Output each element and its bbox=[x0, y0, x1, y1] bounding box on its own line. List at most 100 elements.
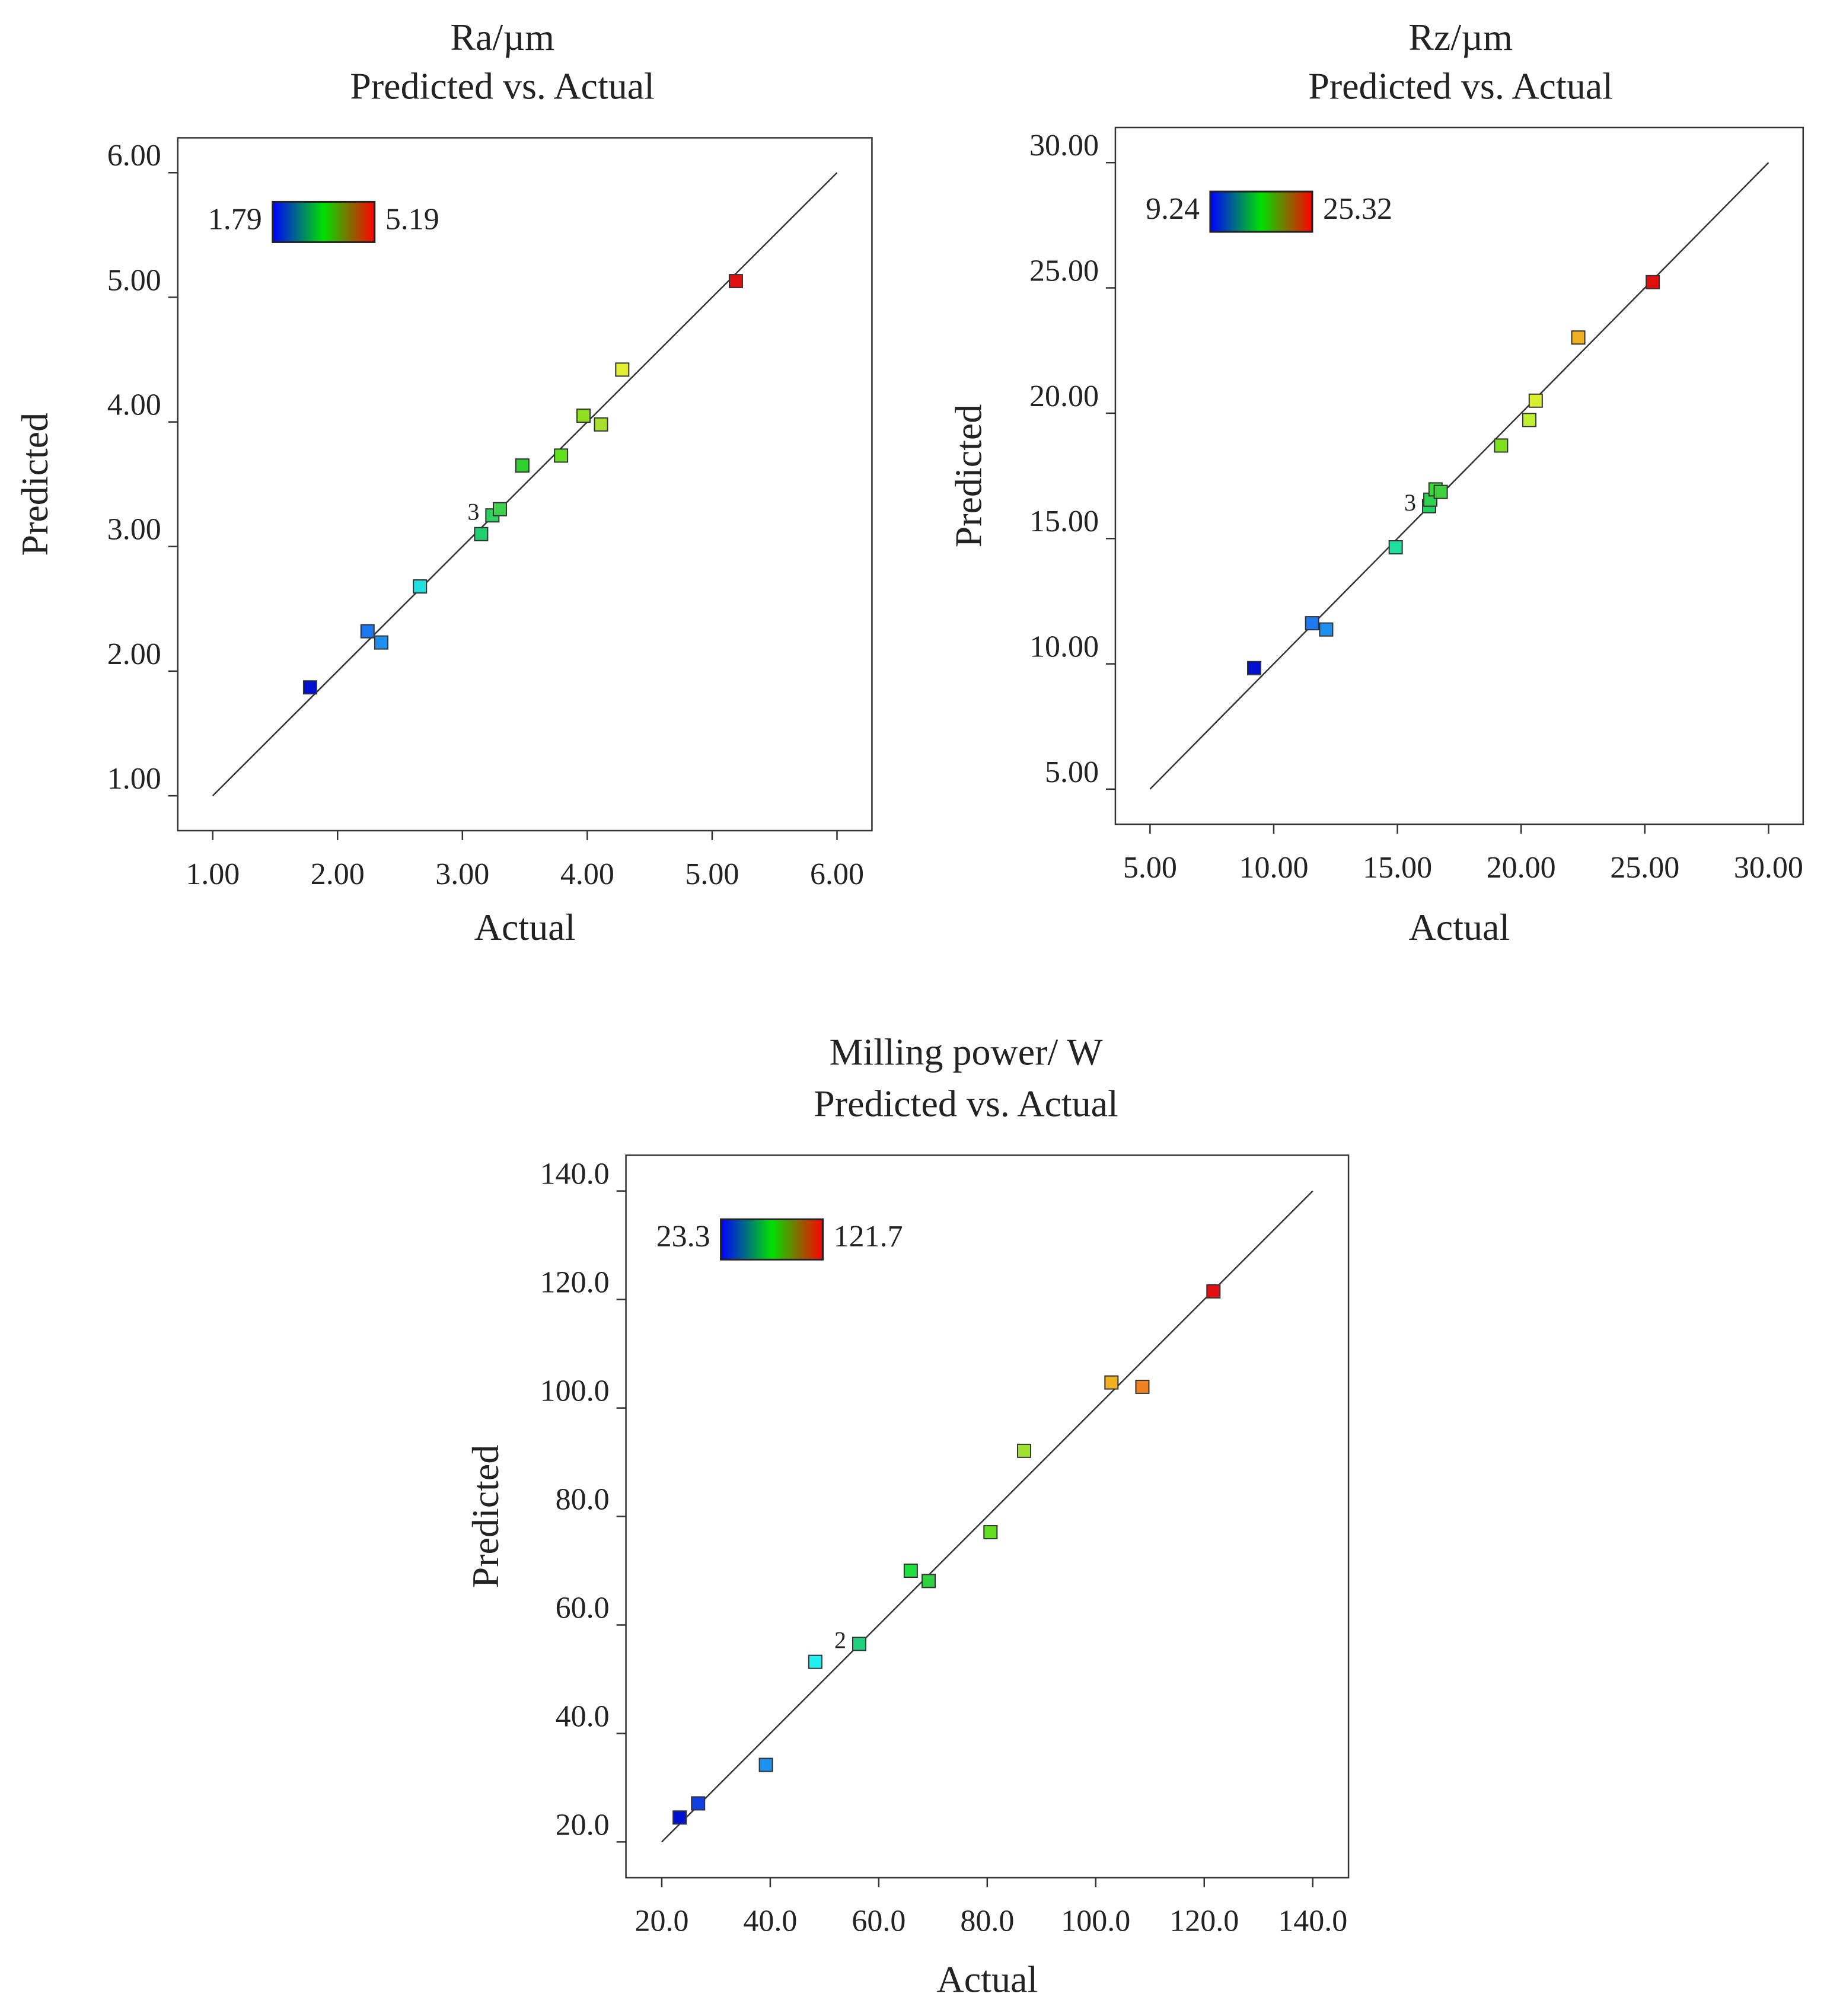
data-point bbox=[728, 274, 743, 289]
x-tick-label: 120.0 bbox=[1169, 1905, 1239, 1938]
data-point bbox=[360, 624, 375, 639]
x-tick-label: 4.00 bbox=[560, 857, 614, 891]
data-point bbox=[1522, 413, 1536, 428]
reference-line bbox=[661, 1190, 1313, 1843]
y-tick-label: 30.00 bbox=[1029, 129, 1099, 162]
x-tick-label: 15.00 bbox=[1363, 851, 1432, 885]
colorbar bbox=[1209, 190, 1313, 233]
data-point bbox=[903, 1564, 918, 1578]
x-tick-label: 5.00 bbox=[1123, 851, 1177, 885]
data-point bbox=[474, 527, 489, 541]
y-tick-label: 40.0 bbox=[556, 1699, 610, 1733]
colorbar-max-label: 121.7 bbox=[834, 1220, 903, 1253]
data-point bbox=[1646, 275, 1660, 289]
y-tick-label: 3.00 bbox=[107, 513, 161, 547]
colorbar bbox=[272, 200, 376, 243]
x-tick-label: 2.00 bbox=[311, 857, 365, 891]
colorbar-min-label: 23.3 bbox=[656, 1220, 710, 1253]
data-point bbox=[515, 458, 530, 473]
chart-title: Ra/µm bbox=[450, 16, 554, 58]
annotation: 3 bbox=[467, 498, 479, 525]
data-point bbox=[1305, 616, 1319, 631]
y-axis-label: Predicted bbox=[14, 413, 56, 556]
y-tick-label: 5.00 bbox=[1045, 755, 1099, 789]
y-tick-label: 25.00 bbox=[1029, 254, 1099, 288]
reference-line bbox=[212, 172, 838, 796]
data-point bbox=[1247, 661, 1262, 675]
data-point bbox=[1206, 1284, 1221, 1299]
y-tick-label: 80.0 bbox=[556, 1482, 610, 1516]
data-point bbox=[1494, 438, 1509, 453]
data-point bbox=[1433, 484, 1448, 499]
y-tick-label: 6.00 bbox=[107, 139, 161, 173]
data-point bbox=[758, 1757, 773, 1772]
chart-title: Predicted vs. Actual bbox=[814, 1083, 1118, 1125]
data-point bbox=[413, 579, 428, 594]
y-tick-label: 60.0 bbox=[556, 1591, 610, 1625]
data-point bbox=[492, 502, 507, 516]
x-axis-label: Actual bbox=[474, 906, 576, 948]
data-point bbox=[576, 409, 591, 423]
data-point bbox=[1104, 1375, 1119, 1390]
y-tick-label: 140.0 bbox=[540, 1157, 610, 1191]
data-point bbox=[374, 635, 388, 650]
y-tick-label: 10.00 bbox=[1029, 630, 1099, 664]
y-tick-label: 100.0 bbox=[540, 1374, 610, 1408]
chart-title: Rz/µm bbox=[1408, 16, 1513, 58]
data-point bbox=[852, 1637, 866, 1651]
y-tick-label: 1.00 bbox=[107, 762, 161, 796]
colorbar-min-label: 1.79 bbox=[208, 202, 262, 236]
x-axis-label: Actual bbox=[937, 1958, 1038, 2001]
data-point bbox=[808, 1654, 822, 1669]
x-axis-label: Actual bbox=[1409, 906, 1510, 948]
data-point bbox=[691, 1796, 706, 1811]
y-axis-label: Predicted bbox=[464, 1445, 506, 1588]
data-point bbox=[1388, 540, 1403, 555]
y-tick-label: 5.00 bbox=[107, 263, 161, 297]
y-tick-label: 4.00 bbox=[107, 388, 161, 422]
plot-area bbox=[1114, 126, 1804, 825]
x-tick-label: 25.00 bbox=[1610, 851, 1679, 885]
data-point bbox=[615, 362, 630, 377]
data-point bbox=[672, 1810, 687, 1825]
data-point bbox=[302, 680, 317, 695]
colorbar-max-label: 25.32 bbox=[1323, 192, 1392, 226]
chart-title: Predicted vs. Actual bbox=[1308, 65, 1613, 107]
data-point bbox=[1017, 1443, 1032, 1458]
y-tick-label: 20.00 bbox=[1029, 379, 1099, 413]
y-tick-label: 15.00 bbox=[1029, 505, 1099, 538]
data-point bbox=[594, 417, 608, 432]
x-tick-label: 100.0 bbox=[1061, 1905, 1130, 1938]
annotation: 2 bbox=[834, 1627, 846, 1654]
data-point bbox=[1135, 1379, 1150, 1394]
data-point bbox=[922, 1574, 936, 1588]
colorbar-max-label: 5.19 bbox=[385, 202, 439, 236]
x-tick-label: 6.00 bbox=[810, 857, 864, 891]
plot-area bbox=[177, 137, 873, 832]
x-tick-label: 60.0 bbox=[852, 1905, 905, 1938]
x-tick-label: 20.00 bbox=[1487, 851, 1556, 885]
data-point bbox=[1528, 393, 1543, 408]
reference-line bbox=[1149, 162, 1769, 790]
x-tick-label: 80.0 bbox=[960, 1905, 1014, 1938]
x-tick-label: 40.0 bbox=[743, 1905, 797, 1938]
x-tick-label: 3.00 bbox=[435, 857, 489, 891]
data-point bbox=[554, 448, 569, 463]
annotation: 3 bbox=[1404, 489, 1416, 516]
x-tick-label: 20.0 bbox=[634, 1905, 688, 1938]
y-axis-label: Predicted bbox=[948, 404, 990, 548]
x-tick-label: 140.0 bbox=[1278, 1905, 1347, 1938]
data-point bbox=[1571, 330, 1586, 345]
colorbar-min-label: 9.24 bbox=[1146, 192, 1200, 226]
y-tick-label: 20.0 bbox=[556, 1808, 610, 1842]
data-point bbox=[983, 1525, 998, 1540]
x-tick-label: 10.00 bbox=[1239, 851, 1308, 885]
data-point bbox=[1319, 622, 1334, 637]
x-tick-label: 30.00 bbox=[1734, 851, 1803, 885]
x-tick-label: 5.00 bbox=[685, 857, 739, 891]
y-tick-label: 120.0 bbox=[540, 1266, 610, 1300]
x-tick-label: 1.00 bbox=[186, 857, 240, 891]
colorbar bbox=[720, 1218, 824, 1261]
chart-title: Milling power/ W bbox=[830, 1031, 1104, 1073]
